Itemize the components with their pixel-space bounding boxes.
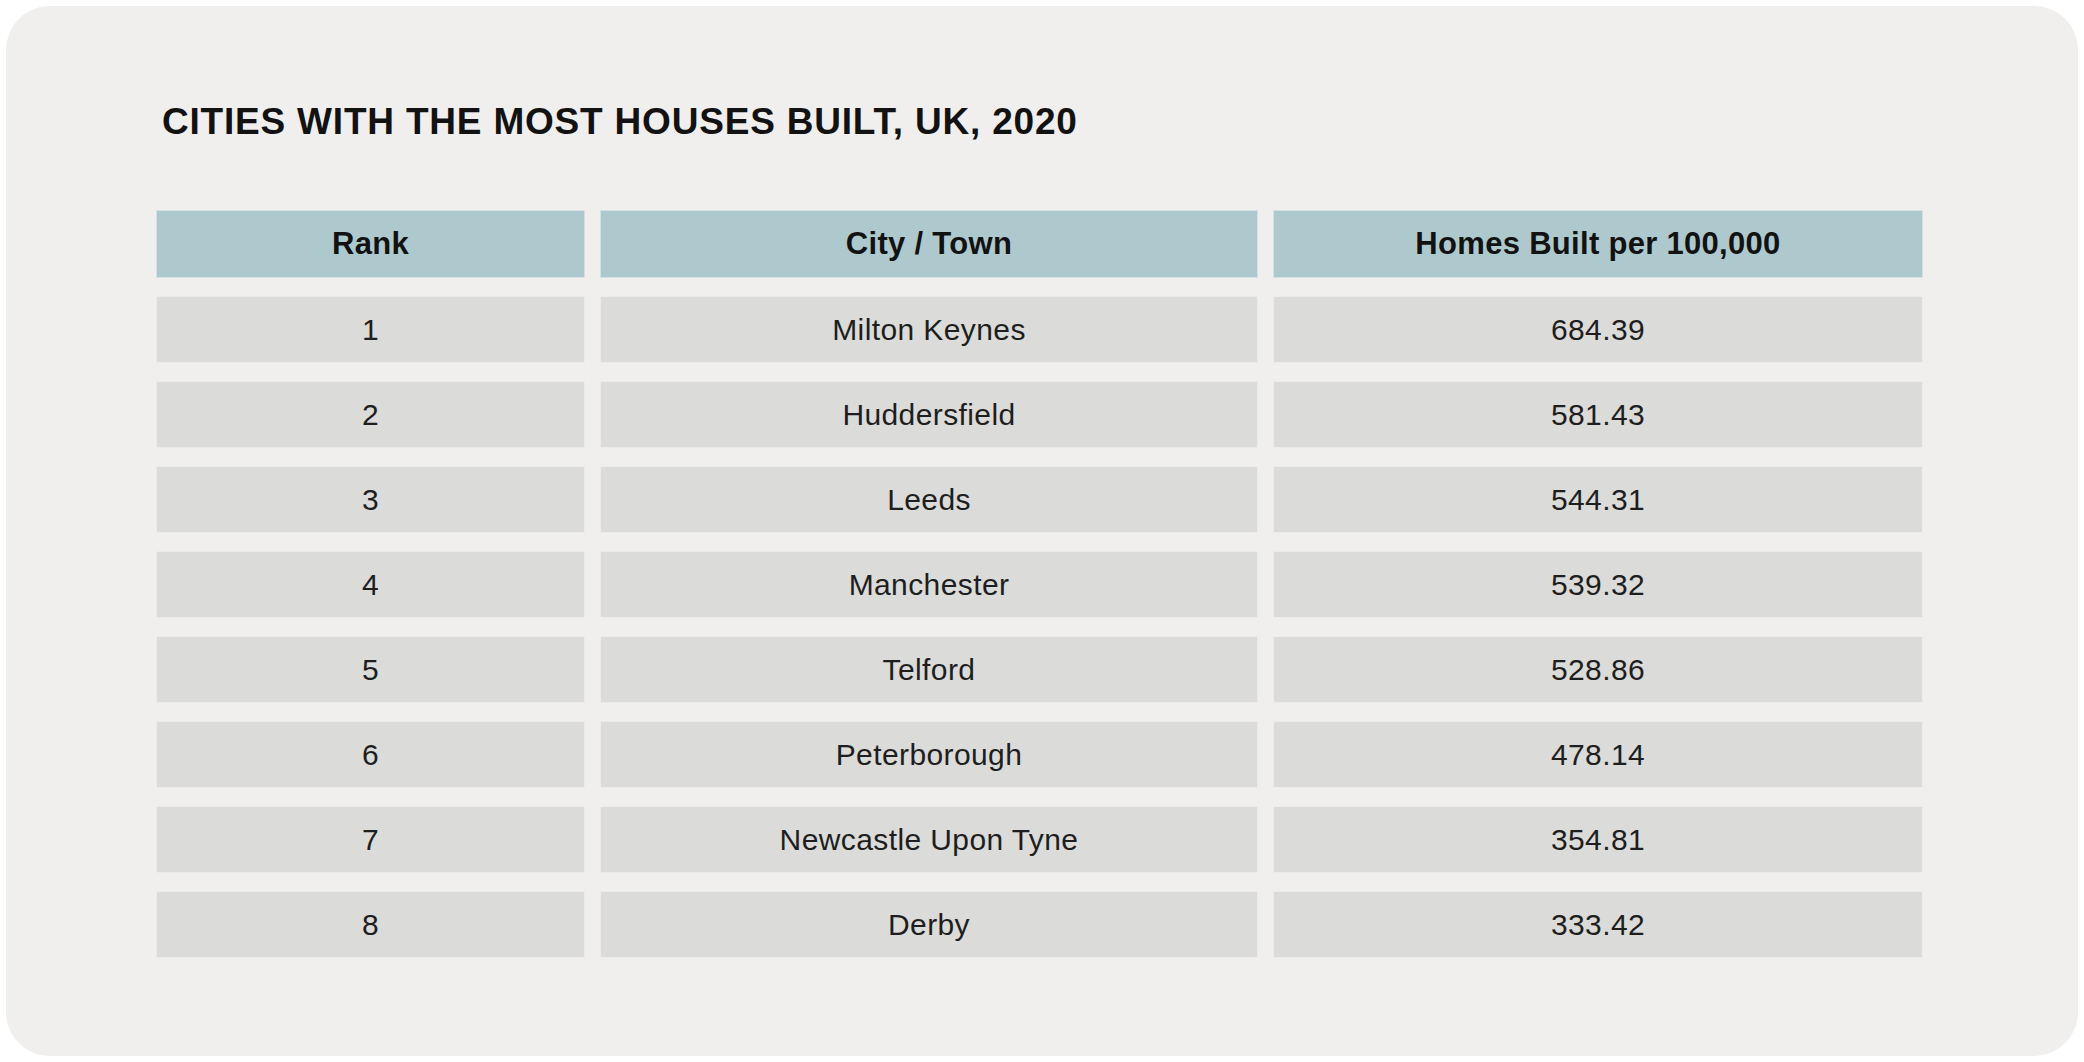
- cell-value: 478.14: [1273, 721, 1923, 788]
- cell-value: 528.86: [1273, 636, 1923, 703]
- cell-value: 581.43: [1273, 381, 1923, 448]
- cell-city: Huddersfield: [600, 381, 1258, 448]
- cell-city: Manchester: [600, 551, 1258, 618]
- cell-rank: 4: [156, 551, 585, 618]
- cell-value: 354.81: [1273, 806, 1923, 873]
- cell-rank: 1: [156, 296, 585, 363]
- column-header-city: City / Town: [600, 210, 1258, 278]
- cell-rank: 8: [156, 891, 585, 958]
- table-body: 1Milton Keynes684.39 2Huddersfield581.43 3…: [156, 296, 1923, 958]
- table-row: 8Derby333.42: [156, 891, 1923, 958]
- cell-city: Derby: [600, 891, 1258, 958]
- table-row: 3Leeds544.31: [156, 466, 1923, 533]
- table-row: 7Newcastle Upon Tyne354.81: [156, 806, 1923, 873]
- table-row: 4Manchester539.32: [156, 551, 1923, 618]
- column-header-homes-built: Homes Built per 100,000: [1273, 210, 1923, 278]
- cell-rank: 5: [156, 636, 585, 703]
- page-title: CITIES WITH THE MOST HOUSES BUILT, UK, 2…: [162, 100, 2078, 144]
- table-row: 6Peterborough478.14: [156, 721, 1923, 788]
- cell-rank: 2: [156, 381, 585, 448]
- cell-rank: 6: [156, 721, 585, 788]
- cell-value: 539.32: [1273, 551, 1923, 618]
- table-row: 2Huddersfield581.43: [156, 381, 1923, 448]
- table-header-row: Rank City / Town Homes Built per 100,000: [156, 210, 1923, 278]
- column-header-rank: Rank: [156, 210, 585, 278]
- cell-value: 544.31: [1273, 466, 1923, 533]
- cell-city: Peterborough: [600, 721, 1258, 788]
- table-row: 1Milton Keynes684.39: [156, 296, 1923, 363]
- cell-value: 333.42: [1273, 891, 1923, 958]
- cell-city: Telford: [600, 636, 1258, 703]
- cell-rank: 7: [156, 806, 585, 873]
- cell-city: Newcastle Upon Tyne: [600, 806, 1258, 873]
- cell-rank: 3: [156, 466, 585, 533]
- cell-city: Milton Keynes: [600, 296, 1258, 363]
- table-row: 5Telford528.86: [156, 636, 1923, 703]
- cell-value: 684.39: [1273, 296, 1923, 363]
- cell-city: Leeds: [600, 466, 1258, 533]
- ranking-table: Rank City / Town Homes Built per 100,000…: [156, 210, 1923, 958]
- infographic-card: CITIES WITH THE MOST HOUSES BUILT, UK, 2…: [6, 6, 2078, 1056]
